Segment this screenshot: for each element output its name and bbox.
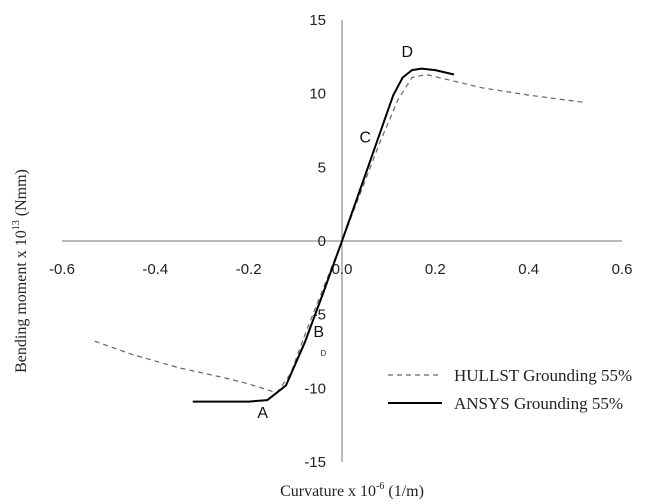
x-tick-label: -0.6	[49, 261, 75, 278]
y-tick-label: 15	[309, 12, 326, 29]
series-layer	[94, 67, 585, 403]
y-axis-title: Bending moment x 1013 (Nmm)	[11, 169, 30, 373]
x-tick-label: 0.6	[612, 261, 633, 278]
x-tick-label: 0.2	[425, 261, 446, 278]
legend-label: ANSYS Grounding 55%	[454, 394, 623, 413]
y-tick-label: 5	[318, 159, 326, 176]
point-label-b: B	[313, 324, 324, 341]
x-axis-title: Curvature x 10-6 (1/m)	[280, 481, 424, 500]
hullst-series-line	[94, 73, 585, 394]
point-label-a: A	[257, 405, 268, 422]
y-tick-label: 10	[309, 86, 326, 103]
point-label-d: D	[320, 349, 326, 358]
y-tick-label: -10	[304, 380, 326, 397]
x-tick-label: -0.4	[142, 261, 168, 278]
ansys-series-line	[192, 67, 455, 403]
legend-label: HULLST Grounding 55%	[454, 366, 632, 385]
y-tick-label: 0	[318, 233, 326, 250]
point-label-c: C	[360, 129, 372, 146]
x-tick-label: -0.2	[236, 261, 262, 278]
point-label-d: D	[402, 44, 414, 61]
x-tick-labels: -0.6 -0.4 -0.2 0.0 0.2 0.4 0.6	[49, 261, 632, 278]
legend: HULLST Grounding 55% ANSYS Grounding 55%	[388, 366, 632, 413]
y-tick-label: -15	[304, 454, 326, 471]
x-tick-label: 0.0	[332, 261, 353, 278]
x-tick-label: 0.4	[518, 261, 539, 278]
